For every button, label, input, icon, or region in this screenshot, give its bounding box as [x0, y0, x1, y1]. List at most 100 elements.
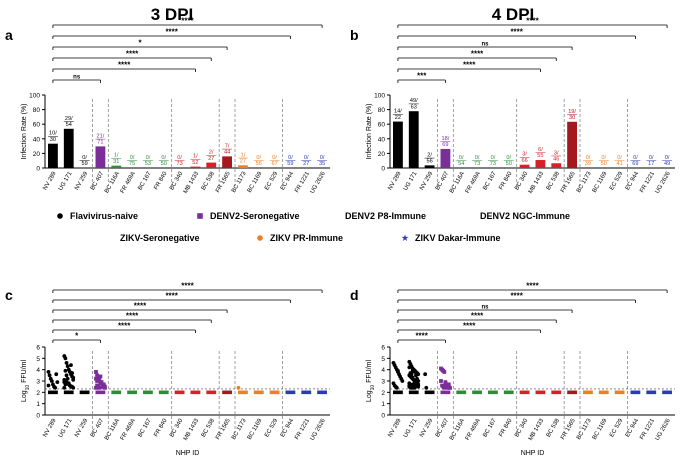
data-point	[49, 379, 54, 383]
negative-cluster	[95, 390, 106, 395]
y-tick-label: 0	[36, 166, 40, 173]
negative-cluster	[143, 390, 153, 395]
legend-label: ZIKV Dakar-Immune	[415, 233, 501, 243]
bar-label: 49/63	[410, 98, 418, 110]
negative-cluster	[519, 390, 530, 395]
negative-cluster	[206, 390, 217, 395]
data-point	[443, 380, 448, 385]
y-tick-label: 80	[33, 107, 41, 114]
data-point	[96, 375, 101, 380]
negative-cluster	[488, 390, 498, 395]
x-tick-label: NV 289	[387, 170, 403, 191]
significance-label: ***	[417, 72, 427, 81]
data-point	[95, 379, 99, 383]
data-point	[99, 380, 104, 385]
data-point	[445, 385, 450, 390]
x-tick-label: FR 840	[498, 170, 513, 191]
x-tick-label: BC 116A	[449, 418, 466, 441]
bar-label: 0/67	[271, 155, 277, 167]
negative-cluster	[503, 390, 514, 395]
bar-label: 3/66	[521, 152, 527, 164]
data-point	[63, 382, 68, 387]
bar-label: 0/50	[601, 155, 607, 167]
bar-label: 19/30	[568, 109, 576, 121]
bar-label: 0/41	[616, 155, 622, 167]
data-point	[446, 382, 451, 387]
significance-label: ****	[118, 322, 131, 331]
bar	[111, 165, 122, 168]
panel-a-title: 3 DPI	[151, 5, 194, 24]
x-tick-label: FR 1221	[294, 170, 311, 194]
x-tick-label: BC 1173	[231, 170, 248, 193]
data-point	[71, 377, 76, 382]
x-tick-label: NV 259	[74, 417, 90, 438]
panel-d-chart: 0 1 2 3 4 5 6 Log10 FFU/ml NV 289 UG 171 NV 259 BC …	[366, 282, 675, 457]
legend-label: ZIKV PR-Immune	[270, 233, 343, 243]
bar-label: 21/71	[97, 133, 105, 145]
y-tick-label: 6	[36, 345, 40, 352]
x-tick-label: UG 2626	[655, 170, 673, 194]
legend-marker	[257, 235, 263, 241]
data-point	[47, 373, 52, 378]
data-point	[423, 372, 428, 377]
bar-label: 0/59	[287, 155, 293, 167]
bar	[440, 148, 451, 168]
significance-label: *	[138, 39, 142, 48]
bar-label: 14/22	[394, 109, 402, 121]
significance-label: ****	[471, 312, 484, 321]
y-tick-label: 80	[378, 107, 386, 114]
y-tick-label: 0	[381, 413, 385, 420]
data-point	[64, 360, 69, 365]
bar	[48, 143, 58, 168]
bar-label: 0/35	[319, 155, 325, 167]
x-tick-label: NV 259	[74, 170, 90, 191]
panel-a-letter: a	[5, 27, 13, 43]
negative-cluster	[551, 390, 562, 395]
x-tick-label: FR 840	[153, 170, 168, 191]
data-point	[410, 368, 415, 373]
y-tick-label: 3	[381, 379, 385, 386]
x-tick-label: UG 171	[403, 417, 419, 438]
data-point	[100, 384, 105, 389]
x-tick-label: NV 259	[419, 417, 435, 438]
x-tick-label: NV 289	[387, 417, 403, 438]
data-point	[46, 370, 51, 374]
negative-cluster	[646, 390, 657, 395]
bar-label: 0/49	[664, 155, 670, 167]
bar-label: 0/73	[474, 155, 480, 167]
negative-cluster	[472, 390, 482, 395]
significance-label: ****	[510, 292, 523, 301]
bar	[238, 165, 248, 168]
x-tick-label: EC 529	[609, 417, 625, 438]
negative-cluster	[630, 390, 641, 395]
negative-cluster	[285, 390, 296, 395]
y-tick-label: 2	[381, 390, 385, 397]
bar-label: 7/44	[224, 143, 230, 155]
bar-label: 0/69	[632, 155, 638, 167]
bar-label: 2/56	[426, 152, 432, 164]
x-tick-label: BC 538	[546, 417, 562, 438]
bar-label: 0/39	[585, 155, 591, 167]
negative-cluster	[127, 390, 137, 395]
x-tick-label: MB 1433	[528, 170, 546, 194]
data-point	[442, 370, 447, 374]
bar	[551, 163, 562, 168]
x-tick-label: MB 1433	[183, 417, 201, 441]
bar-label: 0/73	[490, 155, 496, 167]
significance-label: ****	[526, 282, 539, 291]
bar-label: 0/27	[303, 155, 309, 167]
data-point	[424, 385, 429, 390]
significance-label: ns	[481, 305, 489, 311]
y-tick-label: 20	[33, 151, 41, 158]
y-tick-label: 1	[36, 401, 40, 408]
y-axis-label: Log10 FFU/ml	[366, 359, 376, 402]
bar-label: 0/50	[161, 155, 167, 167]
bar	[393, 121, 403, 168]
negative-cluster	[567, 390, 577, 395]
panel-b-title: 4 DPI	[492, 5, 535, 24]
data-point	[63, 368, 68, 373]
y-tick-label: 6	[381, 345, 385, 352]
x-tick-label: BC 167	[137, 417, 153, 438]
